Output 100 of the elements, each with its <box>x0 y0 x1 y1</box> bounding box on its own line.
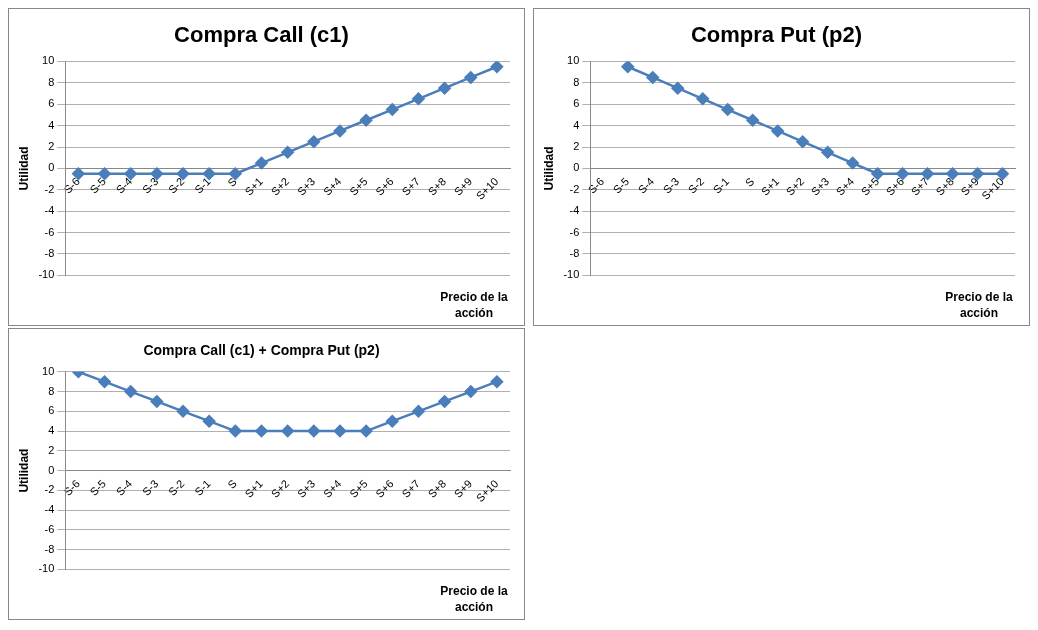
y-tick-label: 0 <box>48 161 55 174</box>
y-tick-label: 4 <box>48 424 55 437</box>
x-tick-label: S <box>742 175 757 189</box>
point <box>896 167 909 180</box>
x-tick-label: S+4 <box>320 175 344 198</box>
chart-title: Compra Call (c1) + Compra Put (p2) <box>143 342 380 359</box>
x-tick-label: S-4 <box>113 175 135 196</box>
point <box>696 92 709 106</box>
x-tick-label: S-2 <box>165 477 187 498</box>
y-tick-label: 10 <box>42 54 55 67</box>
y-tick-label: -10 <box>563 268 580 281</box>
point <box>124 385 137 398</box>
point <box>438 395 451 408</box>
y-tick-label: 6 <box>573 97 580 110</box>
x-tick-label: S+8 <box>425 175 449 198</box>
y-tick-label: -10 <box>38 562 55 575</box>
y-tick-label: 2 <box>48 443 55 456</box>
point <box>229 424 242 438</box>
point <box>671 81 684 95</box>
point <box>412 405 425 418</box>
y-tick-label: 2 <box>48 140 55 153</box>
point <box>333 124 347 138</box>
x-tick-label: S+7 <box>399 175 422 198</box>
point <box>176 167 190 180</box>
y-tick-label: -6 <box>44 522 55 535</box>
x-tick-label: S+4 <box>320 477 344 500</box>
y-tick-label: 0 <box>48 463 55 476</box>
point <box>176 405 190 418</box>
y-tick-label: -8 <box>44 542 55 555</box>
point <box>746 114 759 127</box>
point <box>621 61 635 73</box>
point <box>229 167 242 180</box>
point <box>996 167 1009 180</box>
x-tick-label: S-3 <box>139 175 161 196</box>
x-tick-label: S+3 <box>808 175 832 198</box>
y-tick-label: -4 <box>44 204 55 217</box>
x-tick-label: S-1 <box>192 175 213 196</box>
x-tick-label: S-5 <box>610 175 632 196</box>
y-tick-label: 2 <box>573 140 580 153</box>
point <box>771 124 784 138</box>
x-tick-label: S+5 <box>347 175 370 198</box>
point <box>490 61 504 73</box>
x-tick-label: S+3 <box>294 175 318 198</box>
point <box>646 71 660 84</box>
y-tick-label: -10 <box>38 268 55 281</box>
y-tick-label: -8 <box>44 247 55 260</box>
y-tick-label: -2 <box>569 182 580 195</box>
x-tick-label: S+2 <box>268 477 292 500</box>
point <box>255 156 268 170</box>
point <box>202 414 216 428</box>
y-tick-label: -6 <box>569 225 580 238</box>
x-tick-label: S+7 <box>399 477 422 500</box>
y-tick-label: 10 <box>42 364 55 377</box>
y-tick-label: -8 <box>569 247 580 260</box>
y-tick-label: -6 <box>44 225 55 238</box>
x-tick-label: S-2 <box>165 175 187 196</box>
x-tick-label: S+1 <box>242 477 266 500</box>
point <box>490 375 504 388</box>
point <box>150 167 164 180</box>
x-tick-label: S+8 <box>933 175 957 198</box>
x-tick-label: S+9 <box>451 477 475 500</box>
point <box>386 414 399 428</box>
point <box>846 156 859 170</box>
x-tick-label: S-1 <box>710 175 732 196</box>
x-axis-title: Precio de la acción <box>439 583 509 615</box>
y-tick-label: 10 <box>567 54 580 67</box>
x-tick-label: S+2 <box>783 175 807 198</box>
y-tick-label: -2 <box>44 182 55 195</box>
point <box>821 146 834 159</box>
point <box>386 103 399 116</box>
x-tick-label: S-2 <box>685 175 707 196</box>
x-tick-label: S+8 <box>425 477 449 500</box>
x-tick-label: S+5 <box>858 175 882 198</box>
x-tick-label: S-4 <box>113 477 135 498</box>
point <box>412 92 425 106</box>
chart-title: Compra Call (c1) <box>174 22 349 48</box>
point <box>438 81 451 95</box>
x-tick-label: S+3 <box>294 477 318 500</box>
x-tick-label: S+6 <box>883 175 907 198</box>
y-tick-label: 4 <box>48 118 55 131</box>
point <box>98 375 111 388</box>
point <box>464 385 478 398</box>
y-tick-label: -2 <box>44 483 55 496</box>
y-tick-label: 8 <box>48 75 55 88</box>
x-tick-label: S-5 <box>87 477 109 498</box>
y-axis-title: Utilidad <box>541 146 556 191</box>
y-axis-title: Utilidad <box>16 146 31 191</box>
point <box>464 71 478 84</box>
y-axis-title: Utilidad <box>16 448 31 493</box>
point <box>281 424 294 438</box>
x-tick-label: S+9 <box>451 175 475 198</box>
point <box>946 167 959 180</box>
point <box>255 424 268 438</box>
point <box>307 424 321 438</box>
point <box>72 167 85 180</box>
y-tick-label: 0 <box>573 161 580 174</box>
x-tick-label: S+7 <box>908 175 932 198</box>
chart-title: Compra Put (p2) <box>690 22 863 48</box>
y-tick-label: 6 <box>48 404 55 417</box>
y-tick-label: 4 <box>573 118 580 131</box>
